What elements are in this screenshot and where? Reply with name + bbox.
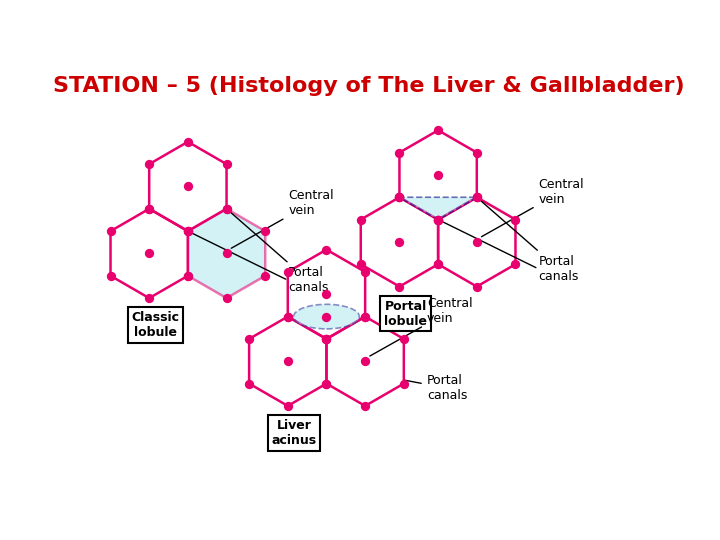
Point — [433, 126, 444, 134]
Text: Portal
canals: Portal canals — [479, 199, 579, 283]
Point — [394, 238, 405, 246]
Point — [282, 312, 294, 321]
Text: Classic
lobule: Classic lobule — [131, 311, 179, 339]
Point — [182, 138, 194, 146]
Point — [394, 193, 405, 201]
Point — [471, 238, 482, 246]
Point — [471, 282, 482, 291]
Text: Central
vein: Central vein — [370, 297, 472, 356]
Point — [182, 227, 194, 235]
Point — [221, 249, 233, 258]
Point — [394, 148, 405, 157]
Point — [433, 215, 444, 224]
Point — [394, 282, 405, 291]
Point — [355, 260, 366, 268]
Point — [398, 379, 410, 388]
Point — [320, 379, 332, 388]
Polygon shape — [188, 209, 265, 298]
Point — [143, 294, 155, 302]
Text: STATION – 5 (Histology of The Liver & Gallbladder): STATION – 5 (Histology of The Liver & Ga… — [53, 76, 685, 96]
Point — [320, 245, 332, 254]
Point — [433, 260, 444, 268]
Point — [143, 160, 155, 168]
Text: Central
vein: Central vein — [482, 178, 584, 237]
Point — [359, 312, 371, 321]
Point — [182, 227, 194, 235]
Point — [182, 227, 194, 235]
Point — [471, 193, 482, 201]
Point — [221, 205, 233, 213]
Point — [221, 294, 233, 302]
Text: Central
vein: Central vein — [231, 190, 334, 248]
Point — [320, 290, 332, 299]
Point — [282, 268, 294, 276]
Point — [433, 171, 444, 179]
Point — [259, 272, 271, 280]
Point — [394, 193, 405, 201]
Point — [143, 249, 155, 258]
Point — [359, 357, 371, 366]
Point — [320, 335, 332, 343]
Point — [433, 260, 444, 268]
Point — [182, 182, 194, 191]
Point — [433, 215, 444, 224]
Point — [104, 227, 116, 235]
Text: Portal
canals: Portal canals — [405, 374, 467, 402]
Point — [355, 215, 366, 224]
Point — [359, 312, 371, 321]
Point — [510, 215, 521, 224]
Point — [282, 402, 294, 410]
Text: Portal
lobule: Portal lobule — [384, 300, 427, 328]
Point — [320, 312, 332, 321]
Point — [143, 205, 155, 213]
Point — [282, 312, 294, 321]
Point — [510, 260, 521, 268]
Point — [243, 335, 255, 343]
Text: Liver
acinus: Liver acinus — [271, 419, 317, 447]
Point — [320, 335, 332, 343]
Text: Portal
canals: Portal canals — [229, 211, 328, 294]
Point — [221, 160, 233, 168]
Point — [359, 402, 371, 410]
Point — [433, 215, 444, 224]
Point — [259, 227, 271, 235]
Point — [221, 205, 233, 213]
Point — [182, 272, 194, 280]
Point — [471, 148, 482, 157]
Point — [320, 335, 332, 343]
Point — [104, 272, 116, 280]
Point — [471, 193, 482, 201]
Point — [320, 379, 332, 388]
Point — [182, 272, 194, 280]
Point — [359, 268, 371, 276]
Point — [143, 205, 155, 213]
Ellipse shape — [294, 305, 359, 329]
Point — [471, 193, 482, 201]
Point — [398, 335, 410, 343]
Point — [282, 357, 294, 366]
Point — [243, 379, 255, 388]
Point — [394, 193, 405, 201]
Point — [433, 215, 444, 224]
Polygon shape — [400, 197, 477, 220]
